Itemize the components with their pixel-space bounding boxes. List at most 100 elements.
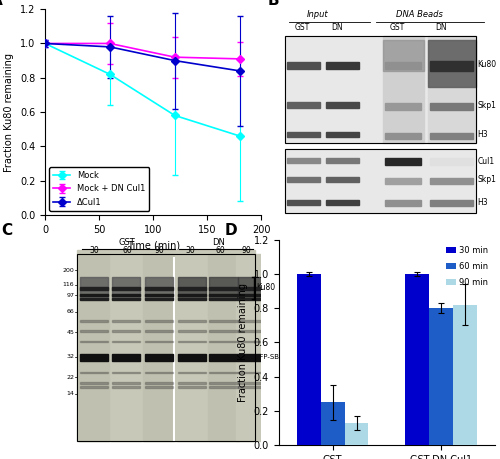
Bar: [238, 372, 266, 373]
Bar: [210, 386, 238, 388]
Bar: [238, 341, 266, 342]
Bar: [80, 372, 108, 373]
Bar: [384, 158, 422, 166]
Y-axis label: Fraction Ku80 remaining: Fraction Ku80 remaining: [4, 52, 15, 172]
Bar: [288, 200, 320, 205]
Text: 200: 200: [62, 268, 74, 273]
Text: Input: Input: [307, 11, 328, 19]
Bar: [238, 298, 266, 300]
Text: 90: 90: [242, 246, 251, 255]
Bar: [112, 372, 140, 373]
Bar: [80, 277, 108, 299]
Bar: [208, 254, 238, 441]
Bar: [210, 354, 238, 361]
Bar: [112, 277, 140, 299]
Bar: [285, 149, 476, 213]
Bar: [236, 254, 267, 441]
Text: GFP-SBP: GFP-SBP: [255, 354, 284, 360]
Bar: [210, 295, 238, 296]
Bar: [178, 287, 206, 290]
Text: 90: 90: [155, 246, 164, 255]
Bar: [326, 177, 358, 182]
Bar: [210, 287, 238, 290]
Bar: [384, 62, 422, 69]
Bar: [144, 372, 172, 373]
Bar: [384, 178, 422, 184]
Bar: [178, 372, 206, 373]
Bar: [144, 298, 172, 300]
Bar: [210, 320, 238, 322]
Bar: [288, 132, 320, 137]
Text: 97: 97: [66, 292, 74, 297]
Bar: [238, 295, 266, 296]
Bar: [178, 295, 206, 296]
Bar: [382, 36, 424, 143]
Bar: [210, 382, 238, 384]
Bar: [177, 254, 208, 441]
Bar: [238, 330, 266, 332]
Text: GST: GST: [390, 23, 406, 32]
Bar: [78, 254, 109, 441]
Bar: [80, 320, 108, 322]
Bar: [80, 354, 108, 361]
Bar: [80, 382, 108, 384]
Bar: [430, 61, 474, 71]
Bar: [428, 36, 476, 143]
Text: Cul1: Cul1: [478, 157, 495, 166]
Bar: [288, 62, 320, 69]
Legend: 30 min, 60 min, 90 min: 30 min, 60 min, 90 min: [444, 244, 491, 289]
Bar: [210, 298, 238, 300]
Bar: [288, 177, 320, 182]
Bar: [210, 341, 238, 342]
Bar: [144, 386, 172, 388]
Bar: [382, 40, 424, 71]
Text: 14: 14: [66, 392, 74, 396]
Text: 32: 32: [66, 354, 74, 359]
Text: 30: 30: [90, 246, 100, 255]
Text: A: A: [0, 0, 2, 8]
Bar: [321, 403, 344, 445]
Text: Skp1: Skp1: [478, 101, 496, 110]
Text: Skp1: Skp1: [478, 175, 496, 185]
Bar: [326, 200, 358, 205]
Bar: [344, 423, 368, 445]
Bar: [238, 354, 266, 361]
Bar: [326, 132, 358, 137]
Bar: [80, 386, 108, 388]
Bar: [112, 295, 140, 296]
Bar: [430, 158, 474, 166]
Text: D: D: [224, 223, 237, 238]
Bar: [288, 158, 320, 163]
Bar: [144, 277, 172, 299]
Text: DN: DN: [332, 23, 343, 32]
Text: 66: 66: [66, 309, 74, 314]
Bar: [430, 201, 474, 206]
Bar: [112, 382, 140, 384]
Text: 60: 60: [216, 246, 225, 255]
Text: 45: 45: [66, 330, 74, 335]
Bar: [144, 354, 172, 361]
Text: GST: GST: [295, 23, 310, 32]
Text: DN: DN: [435, 23, 446, 32]
Text: Ku80: Ku80: [478, 60, 497, 69]
Bar: [430, 178, 474, 184]
Bar: [80, 298, 108, 300]
Bar: [238, 320, 266, 322]
Bar: [288, 102, 320, 108]
Text: 30: 30: [185, 246, 195, 255]
Text: DN: DN: [212, 238, 224, 246]
Bar: [285, 36, 476, 143]
Text: DNA Beads: DNA Beads: [396, 11, 442, 19]
Bar: [384, 103, 422, 110]
Bar: [80, 341, 108, 342]
X-axis label: Time (min): Time (min): [126, 240, 180, 250]
Bar: [178, 277, 206, 299]
Bar: [78, 254, 255, 441]
Bar: [112, 287, 140, 290]
Bar: [297, 274, 321, 445]
Bar: [405, 274, 429, 445]
Bar: [178, 354, 206, 361]
Bar: [78, 250, 255, 441]
Text: H3: H3: [478, 130, 488, 139]
Text: 60: 60: [122, 246, 132, 255]
